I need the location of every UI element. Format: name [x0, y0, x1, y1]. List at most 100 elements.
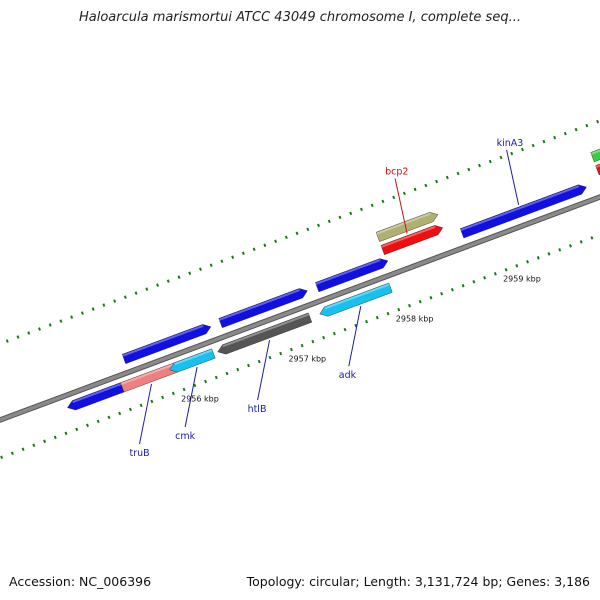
tick-mark — [166, 279, 170, 283]
tick-mark — [440, 291, 444, 296]
gene-feature — [121, 324, 212, 364]
gene-leader — [184, 366, 198, 428]
tick-mark — [381, 199, 385, 204]
tick-mark — [306, 227, 310, 232]
gene-highlight — [381, 225, 436, 248]
tick-mark — [199, 267, 202, 271]
tick-mark — [128, 407, 132, 412]
tick-mark — [322, 335, 326, 340]
tick-mark — [450, 287, 454, 292]
tick-mark — [220, 259, 224, 263]
tick-marks — [0, 119, 600, 460]
tick-mark — [493, 272, 497, 276]
tick-mark — [408, 303, 411, 308]
tick-mark — [311, 339, 315, 344]
gene-labels: truBcmkhtlBadkbcp2kinA3thrBkinA5 — [130, 138, 524, 459]
tick-mark — [478, 163, 481, 168]
gene-feature — [590, 148, 600, 163]
tick-mark — [171, 391, 175, 396]
tick-mark — [279, 351, 283, 356]
tick-mark — [488, 159, 492, 164]
gene-label: cmk — [175, 431, 195, 442]
gene-highlight — [120, 363, 176, 386]
tick-mark — [510, 151, 514, 156]
tick-mark — [64, 431, 68, 436]
tick-mark — [16, 335, 20, 339]
tick-mark — [236, 367, 240, 372]
tick-mark — [123, 295, 127, 299]
gene-highlight — [122, 324, 204, 357]
gene-feature — [595, 163, 600, 176]
topology-summary: Topology: circular; Length: 3,131,724 bp… — [246, 574, 590, 589]
gene-features[interactable] — [67, 53, 600, 411]
tick-mark — [241, 251, 245, 256]
tick-mark — [53, 435, 57, 440]
tick-mark — [177, 275, 181, 279]
gene-leader — [348, 306, 362, 367]
gene-leader — [506, 149, 520, 205]
tick-mark — [204, 379, 208, 384]
gene-highlight — [218, 288, 301, 321]
tick-mark — [118, 411, 122, 416]
gene-feature — [380, 225, 444, 255]
gene-label: htlB — [248, 404, 267, 415]
tick-mark — [134, 291, 138, 295]
tick-mark — [32, 443, 36, 448]
gene-leader — [139, 383, 153, 445]
tick-mark — [349, 211, 353, 216]
tick-mark — [150, 399, 154, 404]
gene-feature — [459, 184, 587, 239]
gene-leader — [394, 178, 408, 234]
tick-mark — [536, 256, 540, 260]
tick-mark — [467, 167, 471, 172]
scale-label: 2956 kbp — [181, 394, 219, 403]
tick-mark — [445, 175, 449, 180]
tick-mark — [145, 287, 149, 291]
gene-label: kinA3 — [497, 138, 524, 149]
gene-feature — [67, 382, 125, 411]
tick-mark — [70, 315, 74, 319]
tick-mark — [569, 244, 572, 248]
tick-mark — [161, 395, 165, 400]
tick-mark — [91, 307, 95, 311]
tick-mark — [456, 171, 460, 176]
tick-mark — [397, 307, 401, 312]
tick-mark — [0, 455, 4, 460]
tick-mark — [585, 123, 589, 128]
tick-mark — [38, 327, 41, 331]
tick-mark — [214, 375, 218, 380]
tick-mark — [317, 223, 320, 228]
tick-mark — [386, 311, 390, 316]
tick-mark — [402, 191, 406, 196]
tick-mark — [574, 127, 578, 132]
tick-mark — [596, 119, 600, 124]
tick-mark — [284, 235, 288, 240]
tick-mark — [504, 268, 508, 272]
backbone — [0, 194, 600, 423]
gene-highlight — [590, 149, 600, 155]
tick-mark — [424, 183, 428, 188]
tick-mark — [289, 347, 293, 352]
tick-mark — [370, 203, 374, 208]
map-title: Haloarcula marismortui ATCC 43049 chromo… — [79, 10, 521, 25]
tick-mark — [338, 215, 342, 220]
tick-mark — [5, 339, 9, 343]
tick-mark — [472, 279, 476, 284]
tick-mark — [86, 423, 89, 428]
tick-mark — [579, 240, 583, 244]
gene-label: bcp2 — [385, 166, 408, 177]
tick-mark — [48, 323, 52, 327]
tick-mark — [483, 276, 487, 280]
tick-mark — [360, 207, 363, 212]
tick-mark — [375, 315, 379, 320]
tick-mark — [295, 231, 299, 236]
tick-mark — [225, 371, 229, 376]
tick-mark — [96, 419, 100, 424]
gene-feature — [319, 282, 393, 317]
tick-mark — [429, 295, 433, 300]
scale-label: 2959 kbp — [503, 275, 541, 284]
tick-mark — [515, 264, 519, 268]
tick-mark — [156, 283, 160, 287]
